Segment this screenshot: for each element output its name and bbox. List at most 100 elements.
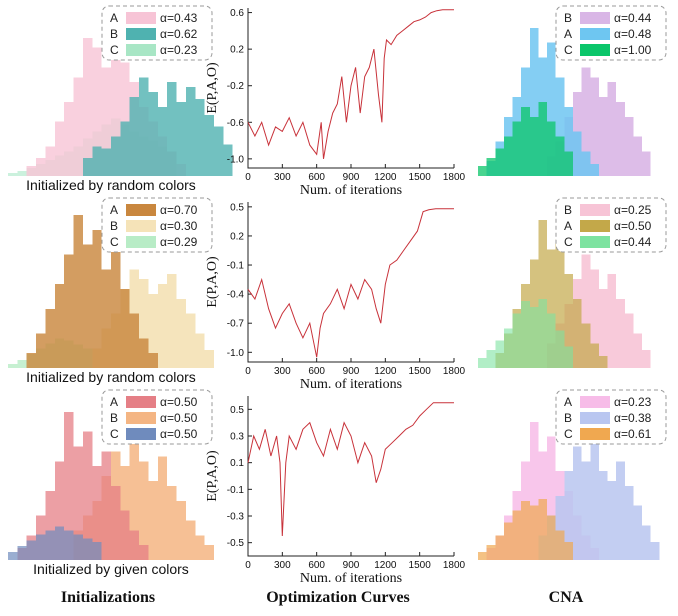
hist-bar-b: [157, 456, 168, 560]
hist-bar-a: [73, 77, 83, 176]
hist-bar-b: [139, 77, 149, 176]
hist-bar-a: [573, 298, 582, 369]
hist-bar-b: [650, 542, 660, 561]
hist-bar-a: [129, 313, 140, 368]
hist-bar-b: [624, 485, 634, 560]
hist-bar-c: [538, 298, 548, 369]
hist-bar-a: [581, 323, 591, 368]
x-tick-label: 600: [308, 366, 325, 377]
axes: [247, 202, 454, 363]
hist-bar-c: [521, 106, 530, 177]
hist-bar-b: [642, 350, 651, 369]
hist-bar-a: [73, 446, 83, 560]
legend-alpha: α=0.25: [614, 203, 652, 217]
hist-bar-a: [598, 356, 608, 368]
hist-bar-b: [564, 471, 573, 561]
hist-bar-a: [54, 461, 65, 560]
legend-swatch: [126, 396, 156, 408]
hist-bar-a: [120, 510, 130, 561]
hist-bar-b: [167, 82, 177, 176]
y-tick-label: 0.5: [230, 202, 244, 213]
hist-bar-b: [214, 126, 224, 177]
legend-label: B: [564, 11, 572, 25]
hist-bar-b: [204, 545, 214, 560]
hist-bar-a: [92, 229, 102, 368]
x-tick-label: 0: [245, 172, 251, 183]
x-tick-label: 900: [343, 172, 360, 183]
hist-bar-a: [547, 42, 556, 176]
hist-bar-c: [512, 510, 522, 561]
hist-bar-c: [73, 534, 83, 561]
hist-bar-b: [598, 97, 608, 176]
caption: Initialized by random colors: [26, 369, 196, 385]
hist-bar-c: [17, 546, 27, 560]
legend-alpha: α=0.50: [160, 395, 198, 409]
hist-bar-c: [82, 538, 93, 560]
hist-bar-a: [54, 284, 65, 368]
x-tick-label: 600: [308, 172, 325, 183]
hist-bar-a: [45, 146, 55, 177]
hist-bar-c: [547, 515, 556, 560]
x-axis-title: Num. of iterations: [300, 183, 402, 198]
hist-bar-a: [64, 411, 74, 561]
legend-swatch: [580, 44, 610, 56]
hist-bar-b: [616, 461, 625, 560]
hist-bar-a: [82, 431, 93, 561]
hist-bar-b: [598, 471, 608, 561]
x-tick-label: 300: [274, 366, 291, 377]
legend-label: C: [564, 427, 573, 441]
x-tick-label: 300: [274, 172, 291, 183]
hist-bar-a: [111, 485, 121, 560]
legend-swatch: [126, 236, 156, 248]
x-tick-label: 900: [343, 366, 360, 377]
hist-bar-a: [54, 121, 65, 176]
hist-bar-b: [148, 481, 158, 560]
hist-bar-b: [185, 520, 196, 560]
y-tick-label: 0.6: [230, 8, 244, 19]
legend-swatch: [580, 220, 610, 232]
hist-bar-b: [167, 274, 177, 368]
hist-bar-c: [521, 500, 530, 560]
hist-bar-c: [8, 552, 18, 560]
hist-bar-b: [223, 144, 233, 176]
legend-label: C: [564, 43, 573, 57]
legend-label: B: [110, 27, 118, 41]
hist-bar-b: [581, 254, 591, 368]
hist-bar-b: [624, 313, 634, 368]
legend-label: C: [110, 427, 119, 441]
x-axis-title: Num. of iterations: [300, 377, 402, 392]
legend-label: A: [564, 219, 572, 233]
hist-bar-b: [616, 101, 625, 176]
hist-bar-c: [521, 300, 530, 368]
legend-swatch: [580, 412, 610, 424]
hist-bar-b: [185, 313, 196, 368]
hist-bar-a: [111, 249, 121, 368]
y-tick-label: 0.1: [230, 458, 244, 469]
hist-bar-c: [26, 540, 37, 560]
y-tick-label: 0.2: [230, 45, 244, 56]
hist-bar-b: [607, 82, 617, 176]
hist-bar-b: [607, 274, 617, 368]
hist-bar-c: [547, 121, 556, 176]
hist-bar-b: [195, 333, 205, 368]
legend-swatch: [126, 28, 156, 40]
hist-bar-b: [101, 148, 111, 176]
legend-label: A: [564, 27, 572, 41]
legend-label: A: [110, 395, 118, 409]
hist-bar-c: [538, 498, 548, 560]
hist-bar-a: [101, 269, 111, 368]
hist-bar-a: [120, 289, 130, 368]
x-tick-label: 1800: [443, 366, 466, 377]
legend-swatch: [580, 396, 610, 408]
x-tick-label: 1500: [409, 366, 432, 377]
legend-label: B: [564, 203, 572, 217]
y-tick-label: -0.5: [227, 538, 245, 549]
hist-bar-a: [73, 214, 83, 368]
x-tick-label: 0: [245, 366, 251, 377]
x-tick-label: 1800: [443, 560, 466, 571]
legend-swatch: [126, 12, 156, 24]
